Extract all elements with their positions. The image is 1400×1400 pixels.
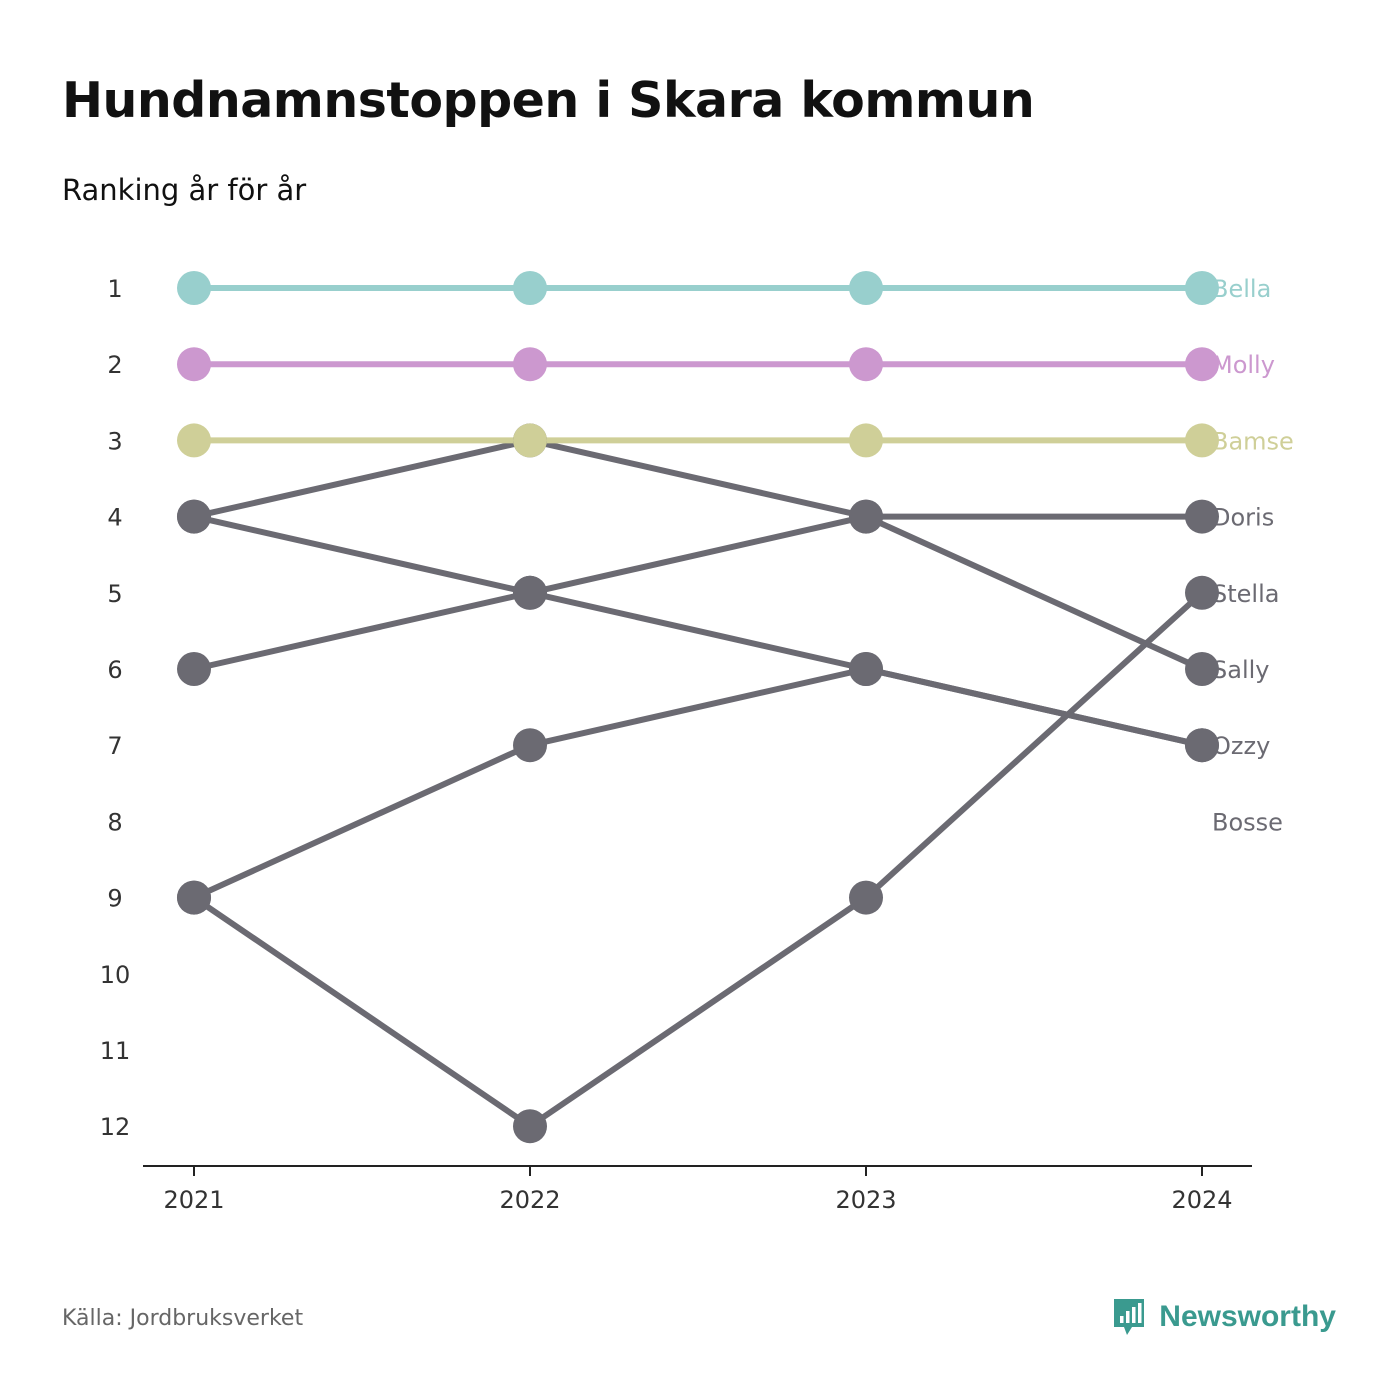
y-tick-label: 2	[107, 351, 122, 379]
end-label-stella: Stella	[1212, 580, 1279, 608]
chart-subtitle: Ranking år för år	[62, 173, 307, 207]
y-tick-label: 3	[107, 427, 122, 455]
data-point-bamse	[513, 423, 547, 458]
brand: Newsworthy	[1111, 1296, 1336, 1338]
y-tick-label: 1	[107, 275, 122, 303]
y-tick-label: 4	[107, 504, 122, 532]
data-point-doris	[1185, 499, 1219, 534]
data-point-molly	[177, 347, 211, 382]
data-point-bamse	[1185, 423, 1219, 458]
x-axis: 2021 2022 2023 2024	[143, 1165, 1252, 1214]
data-point-bella	[513, 271, 547, 305]
end-label-bella: Bella	[1212, 275, 1271, 303]
data-point-ozzy	[513, 575, 547, 610]
x-tick-label: 2021	[163, 1186, 224, 1214]
end-label-ozzy: Ozzy	[1212, 732, 1270, 760]
y-tick-label: 9	[107, 885, 122, 913]
y-tick-label: 5	[107, 580, 122, 608]
end-label-bosse: Bosse	[1212, 808, 1283, 836]
x-tick-label: 2022	[499, 1186, 560, 1214]
data-point-stella	[849, 880, 883, 915]
data-point-doris	[177, 652, 211, 686]
series-end-labels: Bella Molly Bamse Doris Stella Sally Ozzy Bosse	[1212, 275, 1294, 836]
data-point-bosse	[849, 652, 883, 686]
series-line-stella	[191, 589, 1205, 1130]
data-point-sally	[849, 499, 883, 534]
y-tick-label: 6	[107, 656, 122, 684]
data-point-stella	[1185, 575, 1219, 610]
series-line-sally	[191, 437, 1205, 672]
x-tick-label: 2023	[835, 1186, 896, 1214]
y-tick-label: 10	[100, 961, 131, 989]
newsworthy-logo-icon	[1114, 1299, 1145, 1335]
data-point-sally	[1185, 652, 1219, 686]
y-tick-label: 11	[100, 1037, 131, 1065]
data-point-bella	[1185, 271, 1219, 305]
series-lines	[191, 285, 1205, 1130]
end-label-doris: Doris	[1212, 504, 1274, 532]
y-tick-label: 7	[107, 732, 122, 760]
data-point-ozzy	[177, 499, 211, 534]
end-label-bamse: Bamse	[1212, 427, 1294, 455]
x-tick-label: 2024	[1171, 1186, 1232, 1214]
end-label-sally: Sally	[1212, 656, 1269, 684]
y-tick-label: 12	[100, 1113, 131, 1141]
data-point-bamse	[177, 423, 211, 458]
data-point-bosse	[177, 880, 211, 915]
y-tick-label: 8	[107, 808, 122, 836]
series-points	[177, 271, 1219, 1144]
data-point-bosse	[1185, 728, 1219, 763]
data-point-molly	[513, 347, 547, 382]
series-line-bosse	[191, 666, 1205, 901]
data-point-molly	[1185, 347, 1219, 382]
data-point-stella	[513, 1109, 547, 1144]
data-point-bella	[849, 271, 883, 305]
data-point-molly	[849, 347, 883, 382]
data-point-bosse	[513, 728, 547, 763]
series-line-doris	[191, 513, 1205, 672]
chart-title: Hundnamnstoppen i Skara kommun	[62, 72, 1035, 129]
source-note: Källa: Jordbruksverket	[62, 1306, 304, 1331]
end-label-molly: Molly	[1212, 351, 1275, 379]
data-point-bella	[177, 271, 211, 305]
data-point-bamse	[849, 423, 883, 458]
brand-name: Newsworthy	[1159, 1300, 1336, 1333]
